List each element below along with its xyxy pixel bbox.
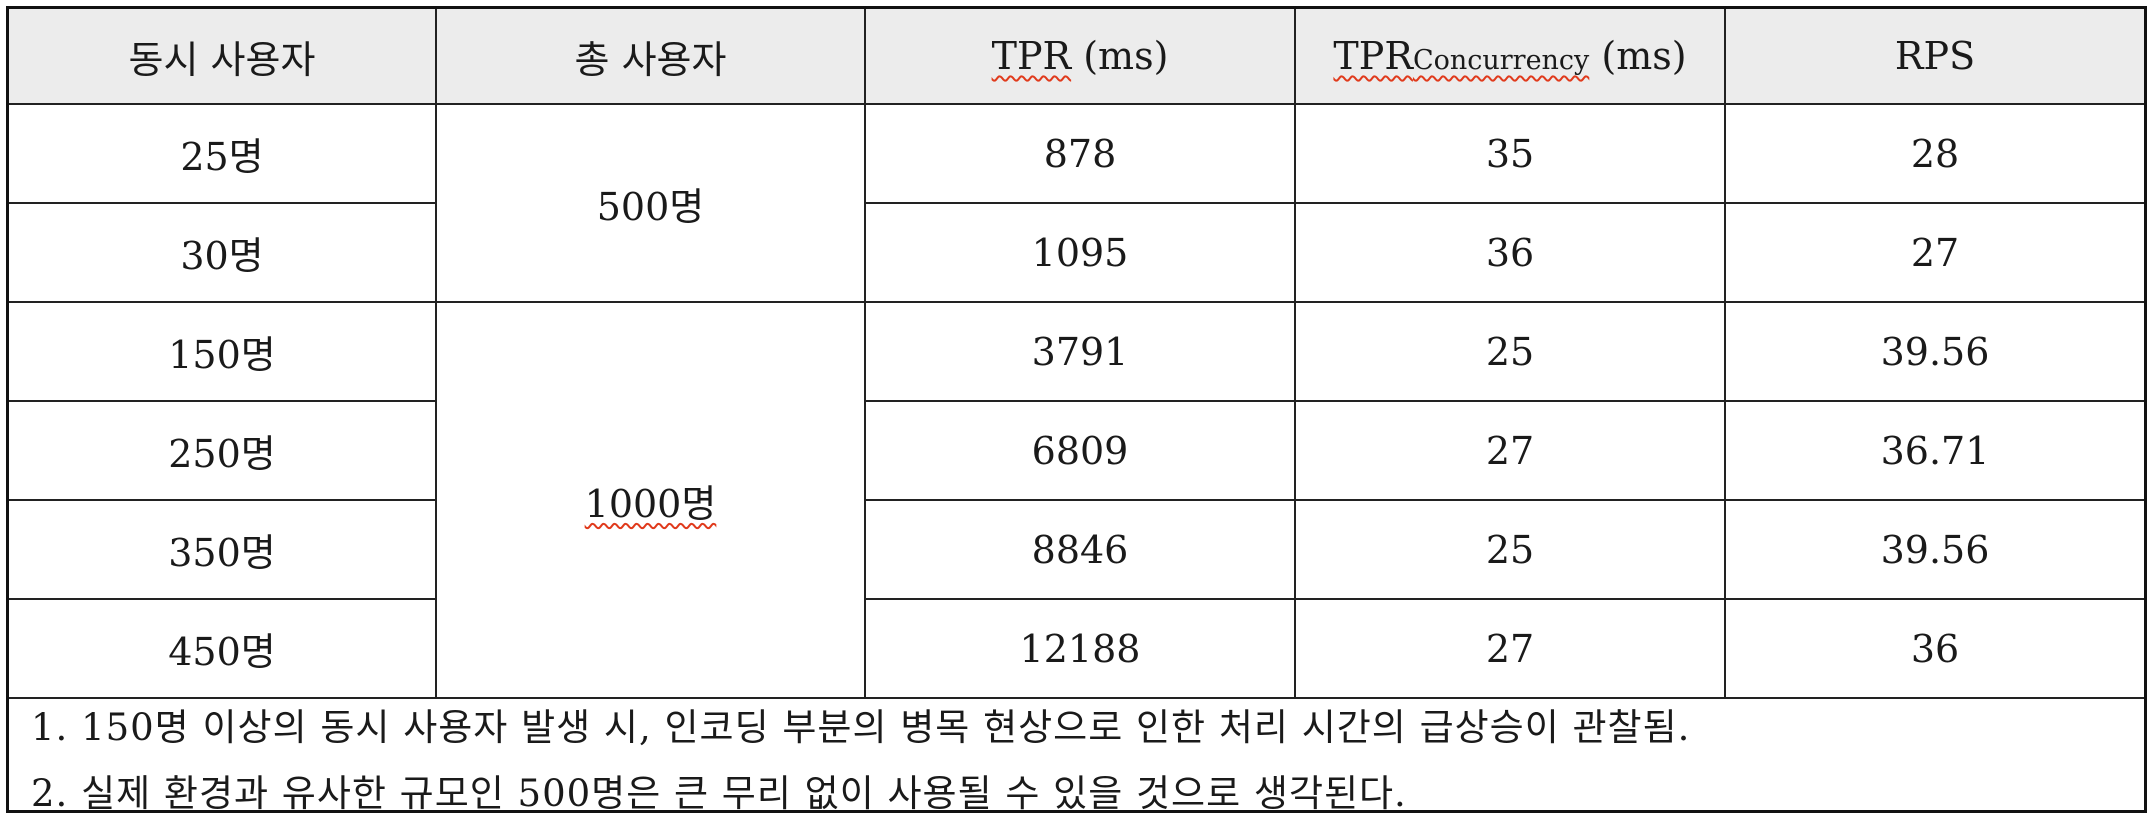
tpr-cell: 878 bbox=[864, 103, 1296, 204]
tpr-concurrency-cell: 35 bbox=[1294, 103, 1726, 204]
tpr-concurrency-cell: 25 bbox=[1294, 301, 1726, 402]
concurrent-users-cell: 25명 bbox=[9, 103, 437, 204]
table-row: 150명 1000명 3791 25 39.56 bbox=[9, 301, 2144, 699]
rps-cell: 28 bbox=[1724, 103, 2144, 204]
rps-cell: 36 bbox=[1724, 598, 2144, 699]
concurrent-users-cell: 150명 bbox=[9, 301, 437, 402]
tpr-cell: 1095 bbox=[864, 202, 1296, 303]
rps-cell: 39.56 bbox=[1724, 301, 2144, 402]
tpr-unit: (ms) bbox=[1083, 34, 1169, 78]
note-2: 2. 실제 환경과 유사한 규모인 500명은 큰 무리 없이 사용될 수 있을… bbox=[31, 772, 1407, 815]
tpr-concurrency-subscript: Concurrency bbox=[1412, 45, 1590, 76]
table-row: 450명 12188 27 36 bbox=[9, 598, 2144, 699]
concurrent-users-cell: 350명 bbox=[9, 499, 437, 600]
header-tpr-concurrency: TPRConcurrency (ms) bbox=[1294, 9, 1726, 105]
tpr-concurrency-cell: 27 bbox=[1294, 400, 1726, 501]
header-rps: RPS bbox=[1724, 9, 2144, 105]
total-users-value: 1000명 bbox=[584, 481, 717, 526]
tpr-concurrency-cell: 36 bbox=[1294, 202, 1726, 303]
tpr-cell: 3791 bbox=[864, 301, 1296, 402]
table-row: 30명 1095 36 27 bbox=[9, 202, 2144, 303]
rps-cell: 27 bbox=[1724, 202, 2144, 303]
rps-cell: 36.71 bbox=[1724, 400, 2144, 501]
tpr-cell: 12188 bbox=[864, 598, 1296, 699]
tpr-concurrency-unit: (ms) bbox=[1601, 34, 1687, 78]
header-concurrent-users: 동시 사용자 bbox=[9, 9, 437, 105]
notes-section: 1. 150명 이상의 동시 사용자 발생 시, 인코딩 부분의 병목 현상으로… bbox=[9, 695, 2144, 827]
concurrent-users-cell: 450명 bbox=[9, 598, 437, 699]
concurrent-users-cell: 250명 bbox=[9, 400, 437, 501]
tpr-label: TPR bbox=[991, 34, 1072, 78]
total-users-cell: 1000명 bbox=[435, 301, 866, 699]
results-table-frame: 동시 사용자 총 사용자 TPR (ms) TPRConcurrency (ms… bbox=[6, 6, 2147, 815]
tpr-concurrency-cell: 27 bbox=[1294, 598, 1726, 699]
rps-cell: 39.56 bbox=[1724, 499, 2144, 600]
tpr-cell: 6809 bbox=[864, 400, 1296, 501]
header-total-users: 총 사용자 bbox=[435, 9, 866, 105]
note-1: 1. 150명 이상의 동시 사용자 발생 시, 인코딩 부분의 병목 현상으로… bbox=[31, 706, 1691, 749]
header-tpr: TPR (ms) bbox=[864, 9, 1296, 105]
header-row: 동시 사용자 총 사용자 TPR (ms) TPRConcurrency (ms… bbox=[9, 9, 2144, 105]
table-row: 25명 500명 878 35 28 bbox=[9, 103, 2144, 303]
tpr-cell: 8846 bbox=[864, 499, 1296, 600]
performance-table: 동시 사용자 총 사용자 TPR (ms) TPRConcurrency (ms… bbox=[9, 9, 2144, 699]
tpr-concurrency-label: TPRConcurrency bbox=[1333, 34, 1589, 78]
concurrent-users-cell: 30명 bbox=[9, 202, 437, 303]
table-row: 250명 6809 27 36.71 bbox=[9, 400, 2144, 501]
tpr-concurrency-main: TPR bbox=[1333, 34, 1413, 78]
tpr-concurrency-cell: 25 bbox=[1294, 499, 1726, 600]
total-users-cell: 500명 bbox=[435, 103, 866, 303]
table-row: 350명 8846 25 39.56 bbox=[9, 499, 2144, 600]
